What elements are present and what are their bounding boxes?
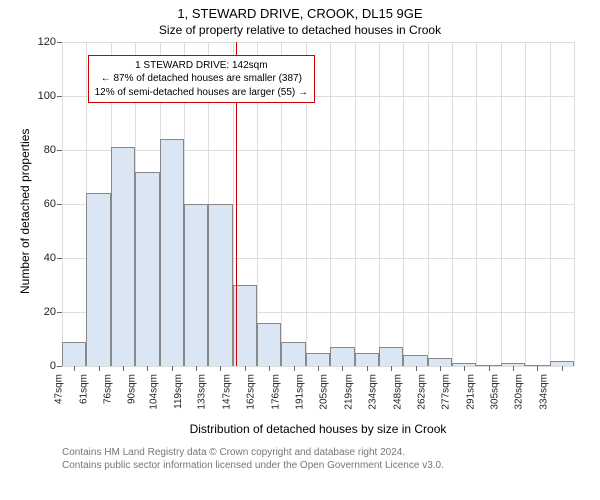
annotation-line: 12% of semi-detached houses are larger (… <box>95 86 308 100</box>
gridline-h <box>62 150 574 151</box>
histogram-bar <box>208 204 232 366</box>
annotation-line: 1 STEWARD DRIVE: 142sqm <box>95 59 308 73</box>
annotation-line: ← 87% of detached houses are smaller (38… <box>95 72 308 86</box>
histogram-bar <box>355 353 379 367</box>
ytick-label: 40 <box>44 252 56 264</box>
footer-line-1: Contains HM Land Registry data © Crown c… <box>62 446 444 459</box>
xtick-label: 262sqm <box>417 374 428 410</box>
histogram-bar <box>62 342 86 366</box>
gridline-v <box>62 42 63 366</box>
xtick-mark <box>294 366 295 371</box>
chart-subtitle: Size of property relative to detached ho… <box>0 23 600 37</box>
xtick-label: 277sqm <box>441 374 452 410</box>
xtick-label: 61sqm <box>78 374 89 404</box>
histogram-bar <box>403 355 427 366</box>
xtick-label: 320sqm <box>514 374 525 410</box>
xtick-mark <box>245 366 246 371</box>
xtick-mark <box>74 366 75 371</box>
gridline-v <box>403 42 404 366</box>
histogram-bar <box>330 347 354 366</box>
xtick-label: 104sqm <box>148 374 159 410</box>
xtick-label: 334sqm <box>539 374 550 410</box>
xtick-mark <box>513 366 514 371</box>
xtick-mark <box>562 366 563 371</box>
annotation-box: 1 STEWARD DRIVE: 142sqm← 87% of detached… <box>88 55 315 104</box>
xtick-label: 205sqm <box>319 374 330 410</box>
ytick-mark <box>57 366 62 367</box>
histogram-bar <box>86 193 110 366</box>
gridline-v <box>330 42 331 366</box>
xtick-label: 176sqm <box>270 374 281 410</box>
xtick-label: 76sqm <box>102 374 113 404</box>
gridline-v <box>452 42 453 366</box>
histogram-bar <box>306 353 330 367</box>
gridline-v <box>379 42 380 366</box>
gridline-v <box>574 42 575 366</box>
xtick-label: 191sqm <box>295 374 306 410</box>
gridline-v <box>476 42 477 366</box>
xtick-label: 162sqm <box>246 374 257 410</box>
ytick-label: 20 <box>44 306 56 318</box>
xtick-label: 147sqm <box>222 374 233 410</box>
gridline-v <box>550 42 551 366</box>
gridline-v <box>355 42 356 366</box>
xtick-mark <box>489 366 490 371</box>
xtick-mark <box>196 366 197 371</box>
xtick-label: 291sqm <box>465 374 476 410</box>
histogram-bar <box>135 172 159 366</box>
ytick-label: 120 <box>38 36 56 48</box>
xtick-mark <box>391 366 392 371</box>
histogram-bar <box>428 358 452 366</box>
ytick-label: 100 <box>38 90 56 102</box>
histogram-bar <box>379 347 403 366</box>
ytick-label: 0 <box>50 360 56 372</box>
xtick-mark <box>318 366 319 371</box>
xtick-mark <box>440 366 441 371</box>
histogram-bar <box>160 139 184 366</box>
xtick-mark <box>416 366 417 371</box>
histogram-chart: 1, STEWARD DRIVE, CROOK, DL15 9GE Size o… <box>0 0 600 500</box>
footer-attribution: Contains HM Land Registry data © Crown c… <box>62 446 444 472</box>
gridline-v <box>428 42 429 366</box>
xtick-label: 133sqm <box>197 374 208 410</box>
xtick-mark <box>342 366 343 371</box>
ytick-label: 60 <box>44 198 56 210</box>
histogram-bar <box>184 204 208 366</box>
xtick-label: 248sqm <box>392 374 403 410</box>
histogram-bar <box>257 323 281 366</box>
xtick-mark <box>172 366 173 371</box>
plot-area: 02040608010012047sqm61sqm76sqm90sqm104sq… <box>62 42 574 366</box>
xtick-label: 305sqm <box>490 374 501 410</box>
xtick-label: 47sqm <box>54 374 65 404</box>
gridline-v <box>501 42 502 366</box>
gridline-v <box>525 42 526 366</box>
xtick-mark <box>464 366 465 371</box>
histogram-bar <box>111 147 135 366</box>
histogram-bar <box>281 342 305 366</box>
xtick-mark <box>99 366 100 371</box>
xtick-mark <box>537 366 538 371</box>
x-axis-label: Distribution of detached houses by size … <box>62 422 574 436</box>
ytick-label: 80 <box>44 144 56 156</box>
xtick-label: 119sqm <box>173 374 184 409</box>
xtick-label: 90sqm <box>127 374 138 404</box>
gridline-h <box>62 42 574 43</box>
chart-title: 1, STEWARD DRIVE, CROOK, DL15 9GE <box>0 0 600 21</box>
xtick-mark <box>123 366 124 371</box>
xtick-mark <box>269 366 270 371</box>
footer-line-2: Contains public sector information licen… <box>62 459 444 472</box>
xtick-mark <box>367 366 368 371</box>
y-axis-label: Number of detached properties <box>18 129 32 294</box>
xtick-mark <box>220 366 221 371</box>
xtick-label: 219sqm <box>343 374 354 410</box>
xtick-mark <box>147 366 148 371</box>
xtick-label: 234sqm <box>368 374 379 410</box>
